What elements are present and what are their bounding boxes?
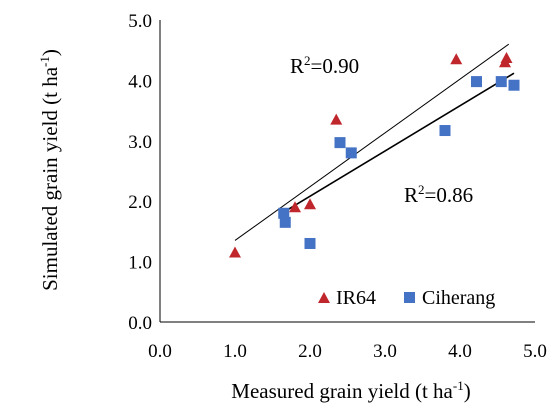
x-tick-label: 0.0 — [148, 341, 172, 362]
y-tick-label: 2.0 — [128, 192, 152, 213]
r2-annotation-ciherang: R2=0.86 — [404, 182, 473, 207]
r2-ciherang-sup: 2 — [418, 182, 425, 197]
trendline-ciherang — [283, 72, 515, 213]
point-ciherang — [471, 76, 482, 88]
y-tick-label: 0.0 — [128, 313, 152, 334]
legend-marker-ir64 — [318, 292, 330, 303]
r2-ir64-value: =0.90 — [311, 54, 360, 78]
y-axis-title-end: ) — [38, 49, 62, 56]
r2-ciherang-label: R — [404, 183, 418, 207]
y-tick-label: 3.0 — [128, 132, 152, 153]
y-axis-title-text: Simulated grain yield (t ha — [38, 66, 62, 291]
r2-ciherang-value: =0.86 — [425, 183, 474, 207]
x-tick-label: 2.0 — [298, 341, 322, 362]
point-ir64 — [289, 201, 301, 213]
y-tick-label: 5.0 — [128, 11, 152, 32]
r2-ir64-label: R — [290, 54, 304, 78]
x-axis-title-text: Measured grain yield (t ha — [231, 379, 453, 403]
x-tick-label: 1.0 — [223, 341, 247, 362]
point-ciherang — [334, 137, 346, 149]
y-axis-title-sup: -1 — [37, 56, 52, 67]
legend-label-ciherang: Ciherang — [422, 287, 495, 309]
x-ticks: 0.0 1.0 2.0 3.0 4.0 5.0 — [148, 341, 547, 362]
r2-annotation-ir64: R2=0.90 — [290, 53, 359, 78]
point-ciherang — [304, 237, 316, 249]
point-ciherang — [508, 79, 520, 91]
y-ticks: 0.0 1.0 2.0 3.0 4.0 5.0 — [128, 11, 152, 334]
trendline-ir64 — [234, 43, 510, 241]
y-tick-label: 4.0 — [128, 71, 152, 92]
plot-area: 0.0 1.0 2.0 3.0 4.0 5.0 0.0 1.0 2.0 3.0 4.0 5.0 — [128, 11, 547, 362]
x-tick-label: 3.0 — [373, 341, 397, 362]
x-axis-title-sup: -1 — [453, 378, 464, 393]
y-axis-title: Simulated grain yield (t ha-1) — [37, 49, 62, 291]
point-ir64 — [229, 246, 241, 258]
point-ciherang — [439, 125, 451, 137]
x-axis-title: Measured grain yield (t ha-1) — [231, 378, 470, 403]
x-axis-title-end: ) — [464, 379, 471, 403]
point-ir64 — [450, 53, 463, 65]
y-tick-label: 1.0 — [128, 253, 152, 274]
point-ir64 — [304, 198, 316, 210]
point-ciherang — [278, 207, 290, 219]
trendlines — [234, 43, 515, 241]
r2-ir64-sup: 2 — [304, 53, 311, 68]
point-ir64 — [330, 113, 343, 125]
point-ciherang — [495, 76, 507, 88]
legend-label-ir64: IR64 — [336, 287, 376, 309]
legend: IR64 Ciherang — [318, 287, 495, 309]
x-tick-label: 5.0 — [523, 341, 547, 362]
point-ciherang — [279, 216, 291, 228]
x-tick-label: 4.0 — [448, 341, 472, 362]
point-ciherang — [345, 147, 357, 159]
legend-marker-ciherang — [404, 292, 415, 303]
data-points — [229, 52, 520, 258]
point-ir64 — [500, 52, 513, 64]
